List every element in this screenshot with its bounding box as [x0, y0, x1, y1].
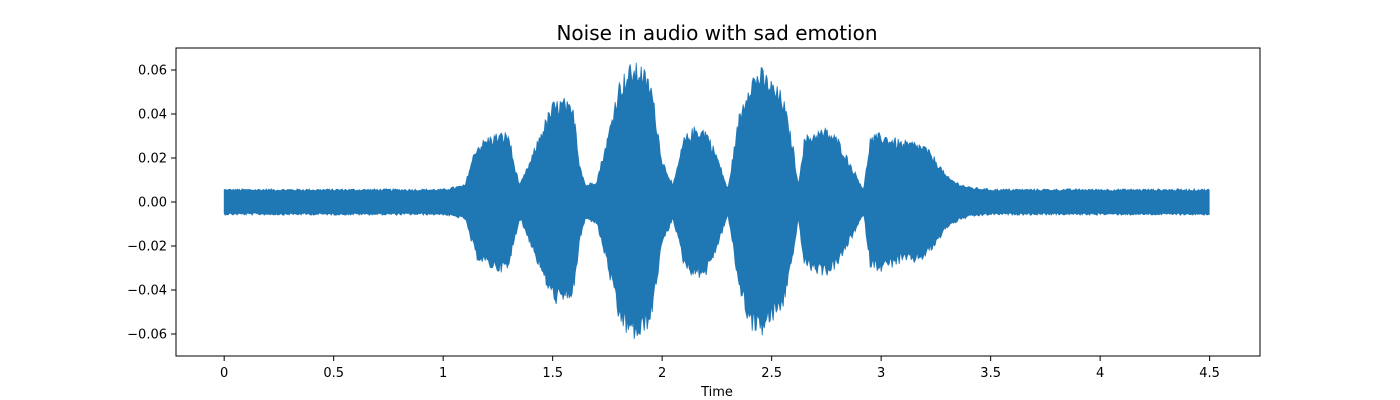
y-tick-label: 0.02 [138, 152, 167, 167]
y-tick-label: −0.02 [127, 240, 167, 255]
chart-title: Noise in audio with sad emotion [556, 21, 877, 45]
y-tick-label: −0.06 [127, 328, 167, 343]
x-tick-label: 1 [439, 366, 447, 381]
y-tick-label: 0.00 [138, 196, 167, 211]
y-tick-label: 0.04 [138, 108, 167, 123]
x-axis-label: Time [700, 385, 733, 400]
x-tick-label: 4 [1096, 366, 1104, 381]
y-tick-label: −0.04 [127, 284, 167, 299]
y-tick-label: 0.06 [138, 64, 167, 79]
waveform-series [223, 62, 1210, 340]
x-tick-label: 1.5 [542, 366, 563, 381]
x-tick-label: 0 [220, 366, 228, 381]
x-axis: 0 0.5 1 1.5 2 2.5 3 3.5 4 4.5 [220, 356, 1220, 381]
x-tick-label: 0.5 [323, 366, 344, 381]
plot-area [223, 62, 1210, 340]
x-tick-label: 3 [877, 366, 885, 381]
x-tick-label: 2.5 [761, 366, 782, 381]
y-axis: −0.06 −0.04 −0.02 0.00 0.02 0.04 0.06 [127, 64, 176, 343]
x-tick-label: 3.5 [980, 366, 1001, 381]
x-tick-label: 4.5 [1199, 366, 1220, 381]
x-tick-label: 2 [658, 366, 666, 381]
